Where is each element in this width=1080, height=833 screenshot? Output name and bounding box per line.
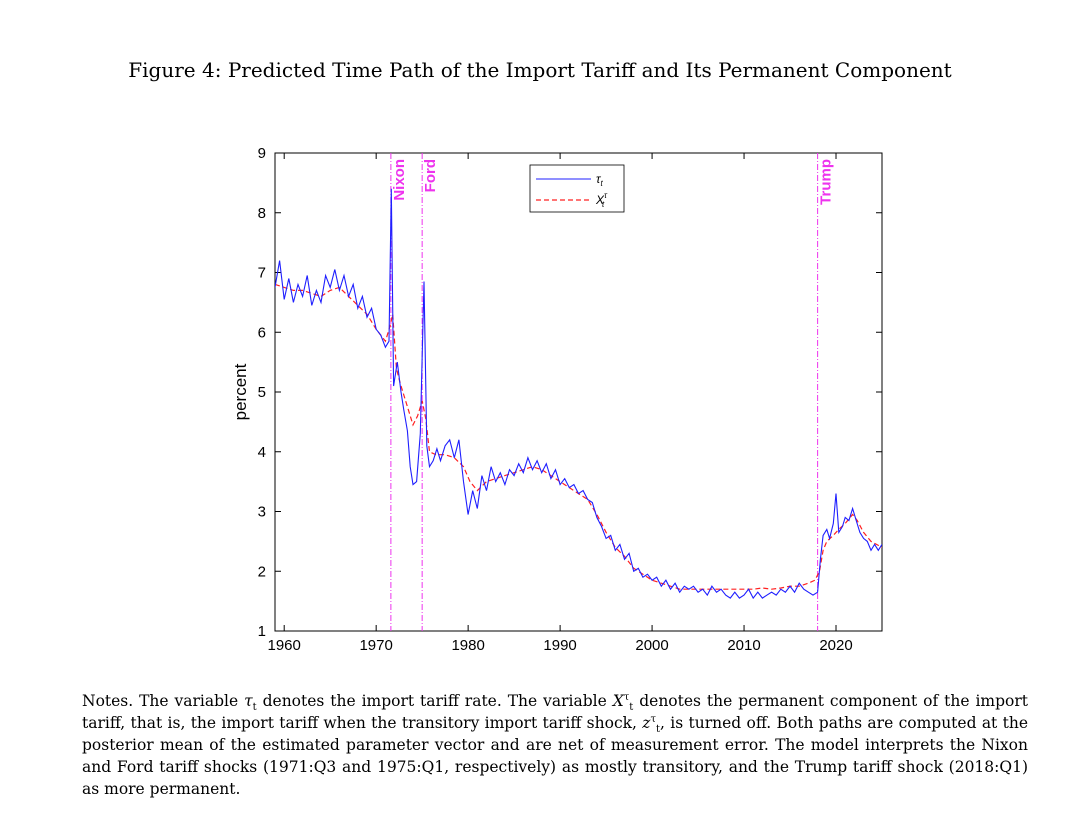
figure-title: Figure 4: Predicted Time Path of the Imp… <box>128 58 952 82</box>
x-tick-label: 2000 <box>635 637 668 654</box>
y-axis-label: percent <box>231 363 250 420</box>
y-tick-label: 9 <box>258 145 266 162</box>
figure-notes: Notes. The variable τt denotes the impor… <box>82 690 1028 800</box>
notes-text-2: denotes the import tariff rate. The vari… <box>256 692 613 710</box>
y-tick-label: 1 <box>258 623 266 640</box>
legend-tau-sub: t <box>601 179 604 188</box>
y-tick-label: 7 <box>258 265 266 282</box>
y-tick-label: 4 <box>258 444 266 461</box>
plot-area <box>274 152 883 632</box>
series-line-tau <box>275 188 882 600</box>
notes-text-3: denotes the permanent component of the i… <box>82 692 1029 732</box>
y-tick-label: 6 <box>258 324 266 341</box>
legend-x-sup: τ <box>604 191 608 200</box>
event-label-ford: Ford <box>422 159 439 192</box>
x-symbol: X <box>612 692 624 710</box>
tau-symbol: τ <box>244 692 253 710</box>
x-subscript: t <box>629 702 634 714</box>
notes-text-4: , is turned off. Both paths are computed… <box>82 714 1028 798</box>
chart-container: 1960 1970 1980 1990 2000 2010 2020 1 2 3 4 5 6 7 8 9 Ni… <box>200 145 920 660</box>
legend-label-tau: τt <box>596 172 604 188</box>
x-superscript: τ <box>623 691 630 703</box>
x-tick-label: 1970 <box>359 637 392 654</box>
x-tick-label: 1960 <box>268 637 301 654</box>
line-chart: 1960 1970 1980 1990 2000 2010 2020 1 2 3 4 5 6 7 8 9 Ni… <box>231 145 883 654</box>
x-tick-label: 2010 <box>727 637 760 654</box>
z-symbol: z <box>642 714 651 732</box>
axis-ticks: 1960 1970 1980 1990 2000 2010 2020 1 2 3 4 5 6 7 8 9 <box>258 145 882 654</box>
y-tick-label: 5 <box>258 384 266 401</box>
y-tick-label: 3 <box>258 504 266 521</box>
legend: τt Xτ t <box>529 164 625 213</box>
legend-x-sub: t <box>602 200 605 209</box>
event-label-nixon: Nixon <box>391 159 408 201</box>
event-label-trump: Trump <box>818 159 835 205</box>
z-superscript: τ <box>650 713 656 725</box>
notes-text-1: Notes. The variable <box>82 692 245 710</box>
x-tick-label: 2020 <box>819 637 852 654</box>
legend-box <box>529 164 625 213</box>
y-tick-label: 2 <box>258 563 266 580</box>
x-tick-label: 1990 <box>543 637 576 654</box>
tau-subscript: t <box>252 702 257 714</box>
y-tick-label: 8 <box>258 205 266 222</box>
z-subscript: t <box>655 724 661 736</box>
x-tick-label: 1980 <box>451 637 484 654</box>
